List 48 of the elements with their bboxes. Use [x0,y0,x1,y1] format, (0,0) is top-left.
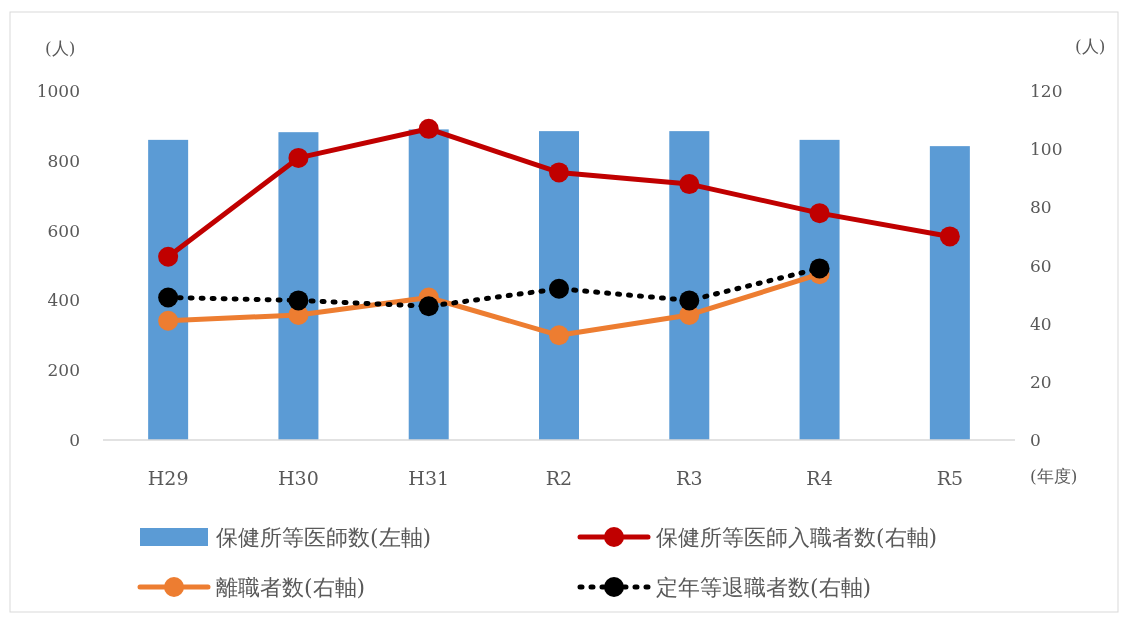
point [549,278,569,299]
x-tick-label: R3 [676,467,703,489]
y-tick-label: 0 [69,430,80,450]
y-tick-label: 1000 [36,81,80,101]
point [158,287,179,308]
x-tick-label: H30 [278,467,319,489]
point [679,174,700,195]
x-tick-label: H29 [147,467,189,489]
legend-label: 離職者数(右軸) [216,575,366,600]
point [679,290,700,311]
y2-tick-label: 100 [1030,139,1063,160]
y-tick-label: 400 [47,290,80,311]
y2-tick-label: 120 [1030,81,1063,101]
legend-label: 定年等退職者数(右軸) [656,575,872,600]
x-tick-label: R2 [545,467,573,489]
y-tick-label: 200 [47,360,80,381]
x-tick-label: H31 [408,467,450,489]
y2-axis-title: (人) [1075,36,1106,56]
point [158,246,179,267]
y2-tick-label: 0 [1030,430,1041,450]
x-axis-title: (年度) [1030,466,1078,486]
x-tick-label: R5 [936,467,964,489]
bar [408,129,449,440]
y2-tick-label: 80 [1030,197,1052,218]
point [158,310,179,331]
point [809,258,830,279]
legend-label: 保健所等医師入職者数(右軸) [656,525,938,550]
y-tick-label: 600 [47,220,80,241]
y-tick-label: 800 [47,150,80,171]
x-tick-label: R4 [806,467,833,489]
bar [278,132,319,440]
y-axis-title: (人) [45,38,76,58]
bar [669,131,710,440]
point [288,147,309,168]
bar [148,139,189,440]
y2-tick-label: 20 [1030,371,1052,392]
y2-tick-label: 40 [1030,313,1052,334]
bar [929,146,970,440]
y2-tick-label: 60 [1030,255,1052,276]
point [418,296,439,317]
point [809,203,830,224]
point [939,226,960,247]
point [549,162,569,183]
point [418,118,439,139]
point [288,290,309,311]
bar [799,139,840,440]
legend-label: 保健所等医師数(左軸) [216,525,432,550]
point [549,325,569,346]
